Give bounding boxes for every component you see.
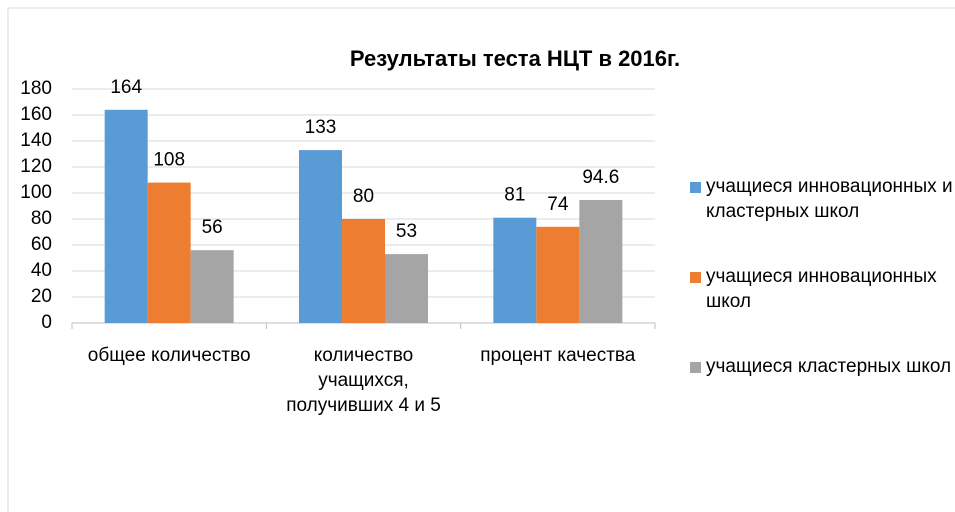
- y-tick-label: 40: [31, 260, 52, 281]
- bar: [385, 254, 428, 323]
- x-tick-label: процент качества: [480, 345, 636, 366]
- bar: [493, 217, 537, 323]
- y-tick-label: 0: [41, 312, 52, 333]
- y-tick-label: 60: [31, 234, 52, 255]
- legend-swatch: [690, 362, 701, 373]
- value-label: 81: [504, 185, 525, 206]
- legend-label-box: учащиеся кластерных школ: [706, 356, 952, 377]
- value-label: 80: [353, 186, 374, 207]
- y-tick-label: 100: [20, 182, 52, 203]
- value-label: 53: [396, 221, 417, 242]
- x-tick-label: количество учащихся, получивших 4 и 5: [286, 345, 441, 416]
- x-tick-label-box: количество учащихся, получивших 4 и 5: [286, 345, 441, 416]
- x-tick-label: общее количество: [87, 345, 251, 366]
- bar: [536, 226, 580, 323]
- legend-label-box: учащиеся инновационных школ: [706, 266, 937, 312]
- bar: [579, 200, 623, 323]
- bar: [342, 219, 385, 323]
- bar: [147, 182, 191, 323]
- y-tick-label: 160: [20, 104, 52, 125]
- legend-label-box: учащиеся инновационных и кластерных школ: [706, 176, 953, 222]
- x-tick-label-box: общее количество: [87, 345, 251, 366]
- value-label: 56: [202, 217, 223, 238]
- legend-label: учащиеся кластерных школ: [706, 356, 952, 377]
- y-tick-label: 140: [20, 130, 52, 151]
- chart-title: Результаты теста НЦТ в 2016г.: [350, 46, 680, 71]
- x-tick-label-box: процент качества: [480, 345, 636, 366]
- value-label: 133: [305, 117, 337, 138]
- y-tick-label: 80: [31, 208, 52, 229]
- legend-label: учащиеся инновационных школ: [706, 266, 937, 312]
- value-label: 94.6: [582, 167, 619, 188]
- y-tick-label: 20: [31, 286, 52, 307]
- bar: [299, 150, 342, 323]
- bar: [104, 109, 148, 323]
- bar: [190, 250, 234, 323]
- value-label: 164: [110, 77, 142, 98]
- legend-swatch: [690, 272, 701, 283]
- legend-label: учащиеся инновационных и кластерных школ: [706, 176, 953, 222]
- y-tick-label: 120: [20, 156, 52, 177]
- legend-swatch: [690, 182, 701, 193]
- value-label: 108: [153, 150, 185, 171]
- value-label: 74: [547, 194, 569, 215]
- y-tick-label: 180: [20, 78, 52, 99]
